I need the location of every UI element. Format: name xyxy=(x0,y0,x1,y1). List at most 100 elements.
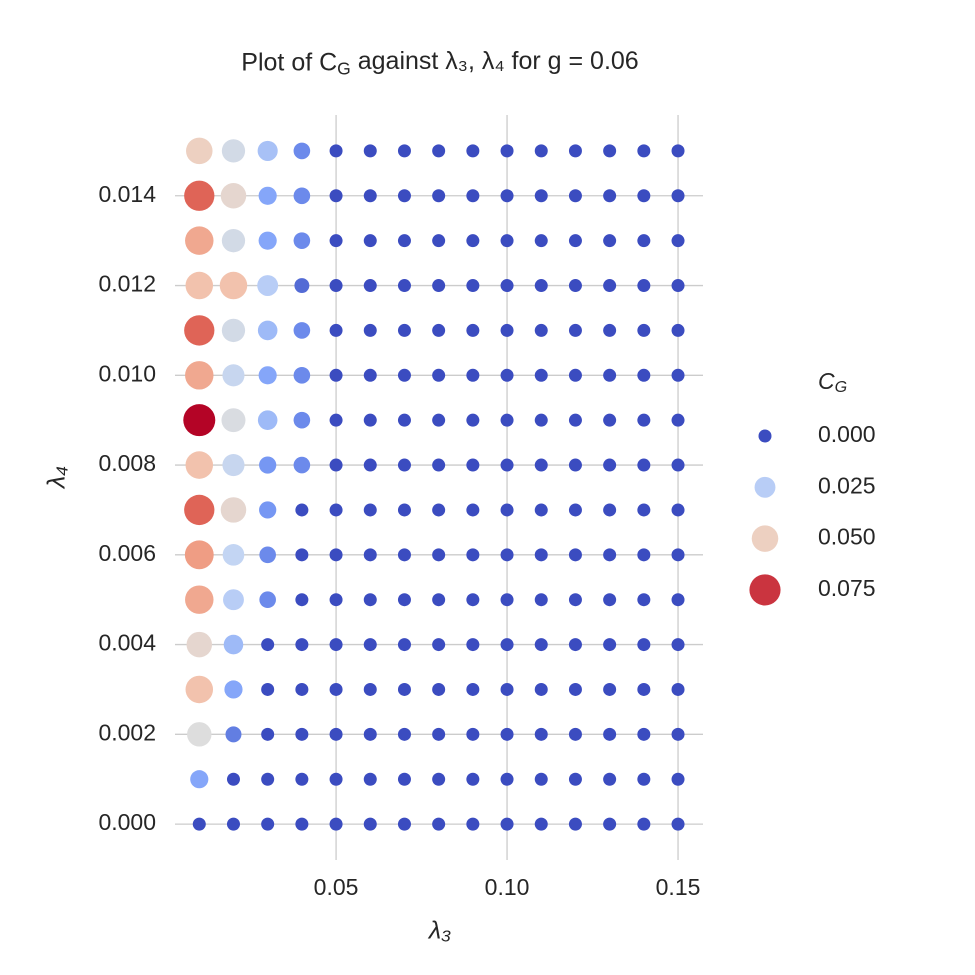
point xyxy=(363,189,377,203)
point xyxy=(500,368,514,382)
point xyxy=(329,503,343,517)
point xyxy=(222,453,245,477)
point xyxy=(466,503,480,517)
point xyxy=(295,638,309,652)
point xyxy=(637,727,651,741)
point xyxy=(293,411,311,429)
point xyxy=(568,593,582,607)
point xyxy=(671,593,685,607)
point xyxy=(293,366,311,384)
point xyxy=(432,279,446,293)
legend-label: 0.050 xyxy=(818,524,876,550)
point xyxy=(568,189,582,203)
point xyxy=(397,548,411,562)
point xyxy=(568,817,582,831)
point xyxy=(397,279,411,293)
point xyxy=(432,503,446,517)
point xyxy=(363,503,377,517)
point xyxy=(534,189,548,203)
point xyxy=(637,548,651,562)
point xyxy=(534,458,548,472)
point xyxy=(500,234,514,248)
point xyxy=(568,638,582,652)
point xyxy=(603,772,617,786)
point xyxy=(466,638,480,652)
legend-label: 0.025 xyxy=(818,472,876,498)
point xyxy=(329,323,343,337)
point xyxy=(466,279,480,293)
point xyxy=(397,638,411,652)
legend-label: 0.075 xyxy=(818,575,876,601)
point xyxy=(329,772,343,786)
point xyxy=(261,817,275,831)
y-tick-label: 0.002 xyxy=(98,719,156,745)
point xyxy=(432,548,446,562)
y-tick-label: 0.006 xyxy=(98,540,156,566)
point xyxy=(637,144,651,158)
point xyxy=(466,189,480,203)
point xyxy=(259,546,276,564)
point xyxy=(432,368,446,382)
point xyxy=(259,456,277,474)
y-tick-label: 0.000 xyxy=(98,809,156,835)
point xyxy=(466,144,480,158)
point xyxy=(329,593,343,607)
point xyxy=(534,817,548,831)
point xyxy=(185,226,214,255)
point xyxy=(329,279,343,293)
point xyxy=(671,548,685,562)
point xyxy=(363,234,377,248)
legend-label: 0.000 xyxy=(818,421,876,447)
point xyxy=(295,772,309,786)
point xyxy=(466,234,480,248)
point xyxy=(637,772,651,786)
y-tick-label: 0.008 xyxy=(98,450,156,476)
point xyxy=(185,271,214,300)
point xyxy=(293,456,311,474)
point xyxy=(432,413,446,427)
point xyxy=(192,817,206,831)
point xyxy=(568,548,582,562)
legend-marker xyxy=(754,476,776,498)
point xyxy=(222,364,245,387)
point xyxy=(187,722,212,747)
point xyxy=(329,817,343,831)
point xyxy=(363,727,377,741)
point xyxy=(432,638,446,652)
point xyxy=(500,323,514,337)
point xyxy=(261,772,275,786)
point xyxy=(363,593,377,607)
point xyxy=(534,323,548,337)
point xyxy=(568,772,582,786)
point xyxy=(226,772,240,786)
point xyxy=(671,234,685,248)
point xyxy=(363,817,377,831)
point xyxy=(500,548,514,562)
point xyxy=(363,682,377,696)
point xyxy=(568,279,582,293)
point xyxy=(500,503,514,517)
point xyxy=(293,322,311,339)
point xyxy=(295,548,309,562)
point xyxy=(432,772,446,786)
point xyxy=(363,368,377,382)
point xyxy=(259,501,277,519)
point xyxy=(397,189,411,203)
point xyxy=(671,458,685,472)
legend-title: CG xyxy=(818,368,847,396)
point xyxy=(295,503,309,517)
point xyxy=(466,548,480,562)
point xyxy=(466,458,480,472)
point xyxy=(397,413,411,427)
point xyxy=(603,189,617,203)
point xyxy=(603,682,617,696)
point xyxy=(466,368,480,382)
point xyxy=(185,361,214,390)
point xyxy=(295,817,309,831)
point xyxy=(221,139,246,163)
point xyxy=(637,368,651,382)
point xyxy=(671,682,685,696)
point xyxy=(183,404,216,437)
point xyxy=(466,323,480,337)
point xyxy=(221,408,246,433)
